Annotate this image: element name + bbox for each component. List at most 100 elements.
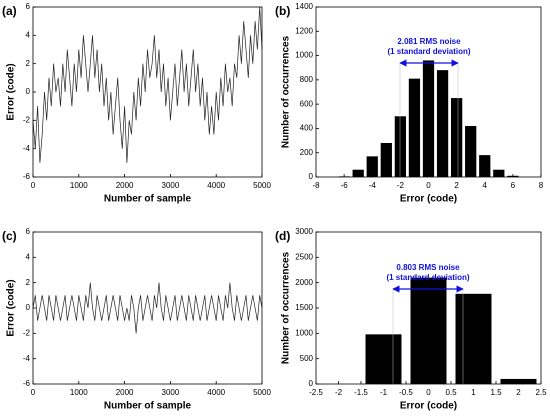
bar [465, 126, 477, 177]
x-tick-label: 3000 [162, 181, 180, 190]
y-tick-label: 400 [300, 124, 314, 133]
x-axis-label: Error (code) [400, 194, 457, 205]
x-tick-label: 4000 [207, 388, 225, 397]
bar [365, 334, 402, 384]
y-tick-label: 800 [300, 75, 314, 84]
y-tick-label: 500 [300, 354, 314, 363]
bar [380, 143, 392, 177]
data-line [32, 282, 263, 334]
y-tick-label: 1000 [295, 328, 313, 337]
panel-label: (d) [275, 229, 290, 243]
annotation: 2.081 RMS noise [397, 37, 461, 46]
y-tick-label: 6 [26, 2, 31, 11]
y-tick-label: 1200 [295, 26, 313, 35]
x-tick-label: 0 [31, 388, 36, 397]
x-tick-label: 4 [483, 181, 488, 190]
y-tick-label: -4 [23, 354, 31, 363]
x-tick-label: 2000 [116, 388, 134, 397]
y-tick-label: -2 [23, 115, 31, 124]
x-tick-label: -1.5 [354, 388, 368, 397]
bar [507, 175, 519, 177]
y-tick-label: 2 [26, 59, 31, 68]
x-tick-label: 0 [426, 388, 431, 397]
bar [394, 116, 406, 177]
y-tick-label: 3000 [295, 227, 313, 236]
x-tick-label: 1.5 [490, 388, 502, 397]
x-tick-label: 6 [511, 181, 516, 190]
y-tick-label: 600 [300, 99, 314, 108]
y-tick-label: 2000 [295, 278, 313, 287]
data-line [32, 6, 263, 163]
x-tick-label: -1 [380, 388, 388, 397]
y-tick-label: -6 [23, 379, 31, 388]
y-axis-label: Number of occurrences [281, 35, 292, 148]
x-tick-label: 0 [426, 181, 431, 190]
x-tick-label: 1 [471, 388, 476, 397]
annotation: (1 standard deviation) [387, 47, 470, 56]
x-tick-label: 8 [539, 181, 544, 190]
x-tick-label: -8 [312, 181, 320, 190]
y-tick-label: -6 [23, 172, 31, 181]
bar [493, 169, 505, 177]
x-tick-label: -0.5 [399, 388, 413, 397]
x-tick-label: 3000 [162, 388, 180, 397]
bar [352, 169, 364, 177]
plot-frame [315, 6, 542, 178]
x-tick-label: 4000 [207, 181, 225, 190]
y-tick-label: 2500 [295, 252, 313, 261]
x-tick-label: 2 [454, 181, 459, 190]
x-axis-label: Error (code) [400, 401, 457, 412]
x-tick-label: -2.5 [309, 388, 323, 397]
x-tick-label: 0.5 [445, 388, 457, 397]
y-axis-label: Number of occurrences [281, 251, 292, 364]
x-tick-label: 2000 [116, 181, 134, 190]
x-tick-label: 2 [516, 388, 521, 397]
bar [455, 293, 492, 384]
y-tick-label: 0 [309, 172, 314, 181]
annotation: 0.803 RMS noise [396, 263, 460, 272]
bar [500, 378, 537, 384]
x-tick-label: 5000 [253, 388, 271, 397]
x-tick-label: 2.5 [535, 388, 547, 397]
bar [436, 70, 449, 177]
x-tick-label: 5000 [253, 181, 271, 190]
x-tick-label: -6 [341, 181, 349, 190]
bar [479, 155, 491, 177]
plot-frame [32, 231, 263, 385]
panel-label: (a) [2, 4, 17, 18]
bar [408, 78, 421, 177]
x-tick-label: -2 [335, 388, 343, 397]
bar [422, 60, 435, 177]
panel-label: (b) [275, 4, 290, 18]
y-tick-label: 2 [26, 278, 31, 287]
x-axis-label: Number of sample [104, 401, 192, 412]
x-tick-label: 0 [31, 181, 36, 190]
bar [410, 277, 447, 384]
panel-label: (c) [2, 229, 17, 243]
x-tick-label: 1000 [70, 181, 88, 190]
annotation: (1 standard deviation) [386, 273, 469, 282]
y-tick-label: 4 [26, 252, 31, 261]
y-tick-label: 0 [26, 87, 31, 96]
x-tick-label: -2 [397, 181, 405, 190]
y-tick-label: 0 [309, 379, 314, 388]
y-tick-label: 4 [26, 30, 31, 39]
y-axis-label: Error (code) [6, 63, 17, 120]
y-tick-label: 200 [300, 148, 314, 157]
y-tick-label: 1400 [295, 2, 313, 11]
bar [366, 156, 378, 177]
y-tick-label: -4 [23, 144, 31, 153]
y-tick-label: 1000 [295, 51, 313, 60]
y-tick-label: 0 [26, 303, 31, 312]
x-tick-label: -4 [369, 181, 377, 190]
x-axis-label: Number of sample [104, 194, 192, 205]
y-tick-label: 1500 [295, 303, 313, 312]
y-axis-label: Error (code) [6, 279, 17, 336]
plot-frame [315, 231, 542, 385]
bar [451, 98, 463, 177]
x-tick-label: 1000 [70, 388, 88, 397]
y-tick-label: 6 [26, 227, 31, 236]
y-tick-label: -2 [23, 328, 31, 337]
plot-frame [32, 6, 263, 178]
